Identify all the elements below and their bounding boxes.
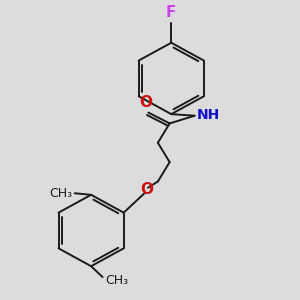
Text: O: O <box>140 182 153 197</box>
Text: NH: NH <box>196 108 220 122</box>
Text: O: O <box>139 95 152 110</box>
Text: F: F <box>166 5 176 20</box>
Text: CH₃: CH₃ <box>105 274 128 287</box>
Text: CH₃: CH₃ <box>49 187 72 200</box>
